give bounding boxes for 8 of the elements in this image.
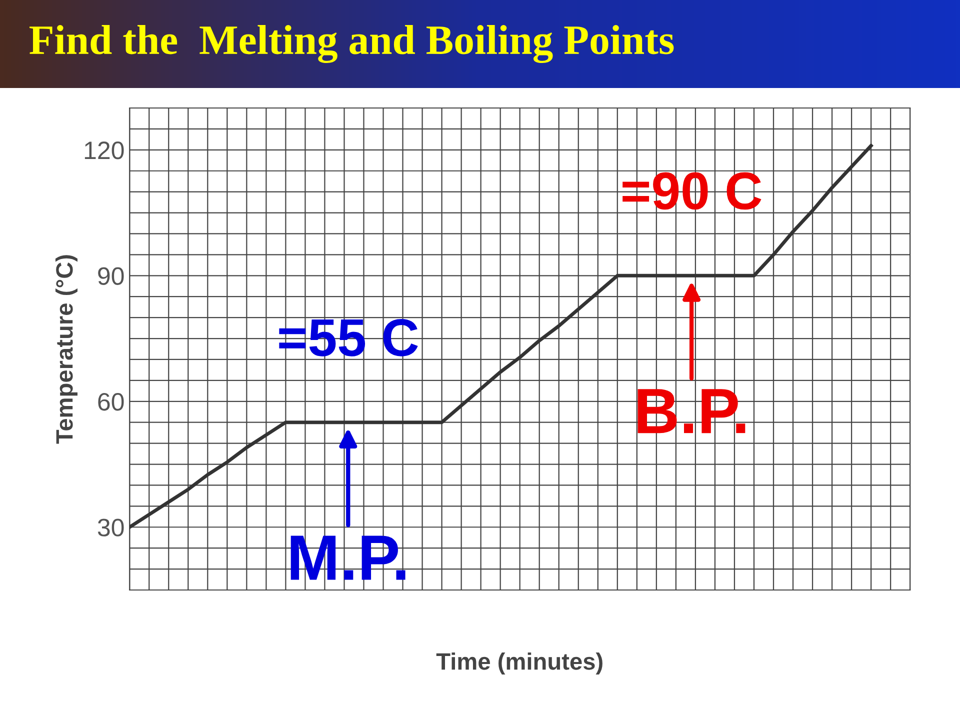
y-tick-label: 90 xyxy=(98,267,124,285)
y-tick-label: 30 xyxy=(98,518,124,536)
chart-title: Find the Melting and Boiling Points xyxy=(30,24,674,64)
y-tick-label: 60 xyxy=(98,392,124,411)
y-axis-title: Temperature (°C) xyxy=(55,255,78,444)
line-series xyxy=(130,144,873,529)
y-tick-label: 120 xyxy=(84,142,124,160)
x-axis-title: Time (minutes) xyxy=(436,652,602,675)
